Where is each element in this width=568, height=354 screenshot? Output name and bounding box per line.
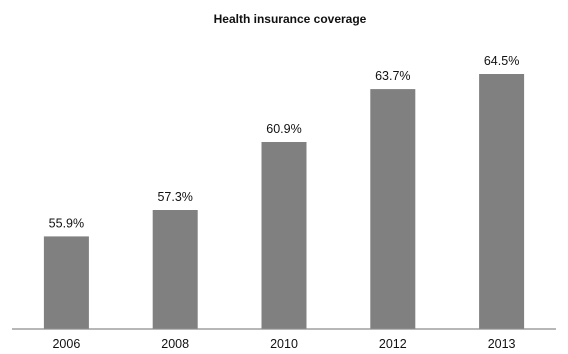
x-tick-label-2012: 2012 xyxy=(379,337,407,351)
x-tick-label-2008: 2008 xyxy=(161,337,189,351)
bar-2012 xyxy=(370,89,416,329)
x-tick-label-2010: 2010 xyxy=(270,337,298,351)
x-tick-label-2006: 2006 xyxy=(52,337,80,351)
data-label-2010: 60.9% xyxy=(266,122,301,136)
bars-layer xyxy=(43,74,525,329)
bar-2006 xyxy=(43,236,89,329)
x-tick-label-2013: 2013 xyxy=(488,337,516,351)
data-label-2012: 63.7% xyxy=(375,69,410,83)
bar-2013 xyxy=(479,74,525,329)
bar-2008 xyxy=(152,210,198,329)
labels-layer: 55.9% 2006 57.3% 2008 60.9% 2010 63.7% 2012 64.5… xyxy=(49,54,520,351)
chart-title: Health insurance coverage xyxy=(214,12,367,26)
data-label-2008: 57.3% xyxy=(157,190,192,204)
data-label-2006: 55.9% xyxy=(49,216,84,230)
bar-2010 xyxy=(261,142,307,329)
data-label-2013: 64.5% xyxy=(484,54,519,68)
